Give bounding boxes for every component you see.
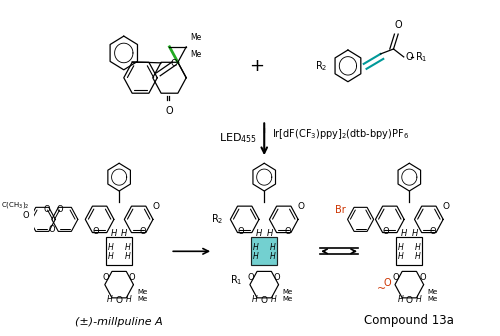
Text: H: H (253, 252, 258, 261)
Text: H: H (252, 295, 258, 304)
Text: ~: ~ (378, 284, 386, 294)
Text: O: O (393, 273, 400, 282)
Text: R$_1$: R$_1$ (230, 273, 242, 287)
Text: Me: Me (282, 296, 292, 301)
Text: H: H (108, 243, 114, 252)
Text: O: O (92, 227, 99, 236)
Text: H: H (416, 295, 422, 304)
Text: Compound 13a: Compound 13a (364, 314, 454, 327)
Text: H: H (256, 229, 262, 238)
Text: O: O (48, 225, 55, 234)
Text: H: H (266, 229, 272, 238)
Text: Me: Me (282, 289, 292, 295)
Text: O: O (274, 273, 280, 282)
Text: H: H (401, 229, 407, 238)
Text: O: O (260, 296, 268, 305)
Text: +: + (250, 57, 264, 75)
Text: H: H (415, 252, 420, 261)
Text: O: O (419, 273, 426, 282)
Text: Br: Br (335, 205, 345, 215)
Text: O: O (116, 296, 122, 305)
Text: H: H (270, 295, 276, 304)
Text: R$_1$: R$_1$ (415, 50, 428, 64)
Text: Me: Me (138, 296, 147, 301)
Text: Ir[dF(CF$_3$)ppy]$_2$(dtb-bpy)PF$_6$: Ir[dF(CF$_3$)ppy]$_2$(dtb-bpy)PF$_6$ (272, 127, 408, 141)
Polygon shape (396, 238, 422, 265)
Text: H: H (121, 229, 128, 238)
Text: H: H (107, 295, 113, 304)
Text: O: O (152, 202, 159, 211)
Text: O: O (170, 59, 177, 68)
Text: H: H (124, 243, 130, 252)
Text: R$_2$: R$_2$ (315, 59, 328, 73)
Text: O: O (140, 227, 146, 236)
Text: H: H (270, 243, 276, 252)
Text: O: O (103, 273, 110, 282)
Text: C(CH$_3$)$_2$: C(CH$_3$)$_2$ (0, 201, 29, 210)
Text: H: H (398, 295, 403, 304)
Text: O: O (442, 202, 450, 211)
Text: O: O (406, 52, 413, 62)
Text: O: O (166, 106, 173, 116)
Text: O: O (22, 211, 29, 220)
Text: Me: Me (190, 33, 201, 42)
Text: O: O (129, 273, 136, 282)
Text: LED$_{455}$: LED$_{455}$ (218, 131, 257, 145)
Text: H: H (270, 252, 276, 261)
Text: O: O (384, 278, 392, 288)
Text: O: O (284, 227, 291, 236)
Text: H: H (398, 243, 404, 252)
Text: Me: Me (428, 296, 438, 301)
Text: H: H (253, 243, 258, 252)
Text: O: O (382, 227, 389, 236)
Text: Me: Me (190, 50, 201, 59)
Polygon shape (106, 238, 132, 265)
Text: O: O (297, 202, 304, 211)
Text: O: O (248, 273, 254, 282)
Text: Me: Me (428, 289, 438, 295)
Text: H: H (126, 295, 131, 304)
Text: H: H (108, 252, 114, 261)
Polygon shape (251, 238, 278, 265)
Text: H: H (124, 252, 130, 261)
Text: H: H (415, 243, 420, 252)
Text: H: H (398, 252, 404, 261)
Text: O: O (430, 227, 436, 236)
Text: O: O (406, 296, 413, 305)
Text: R$_2$: R$_2$ (210, 212, 223, 226)
Text: O: O (238, 227, 244, 236)
Text: Me: Me (138, 289, 147, 295)
Text: O: O (394, 20, 402, 30)
Text: H: H (111, 229, 117, 238)
Text: O: O (44, 205, 51, 214)
Text: O: O (57, 205, 64, 214)
Text: H: H (412, 229, 418, 238)
Text: (±)-millpuline A: (±)-millpuline A (76, 317, 163, 327)
